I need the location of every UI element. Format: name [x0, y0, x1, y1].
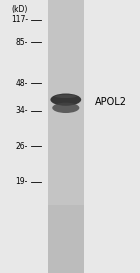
Text: 34-: 34- — [16, 106, 28, 115]
Ellipse shape — [50, 93, 81, 106]
Ellipse shape — [52, 103, 79, 113]
Text: 48-: 48- — [16, 79, 28, 88]
Bar — [48, 205, 84, 273]
Text: (kD): (kD) — [12, 5, 28, 14]
Ellipse shape — [55, 95, 77, 98]
Bar — [48, 0, 84, 273]
Text: 85-: 85- — [16, 38, 28, 47]
Text: 19-: 19- — [16, 177, 28, 186]
Text: 117-: 117- — [11, 15, 28, 24]
Text: 26-: 26- — [16, 142, 28, 150]
Text: APOL2: APOL2 — [95, 97, 127, 107]
